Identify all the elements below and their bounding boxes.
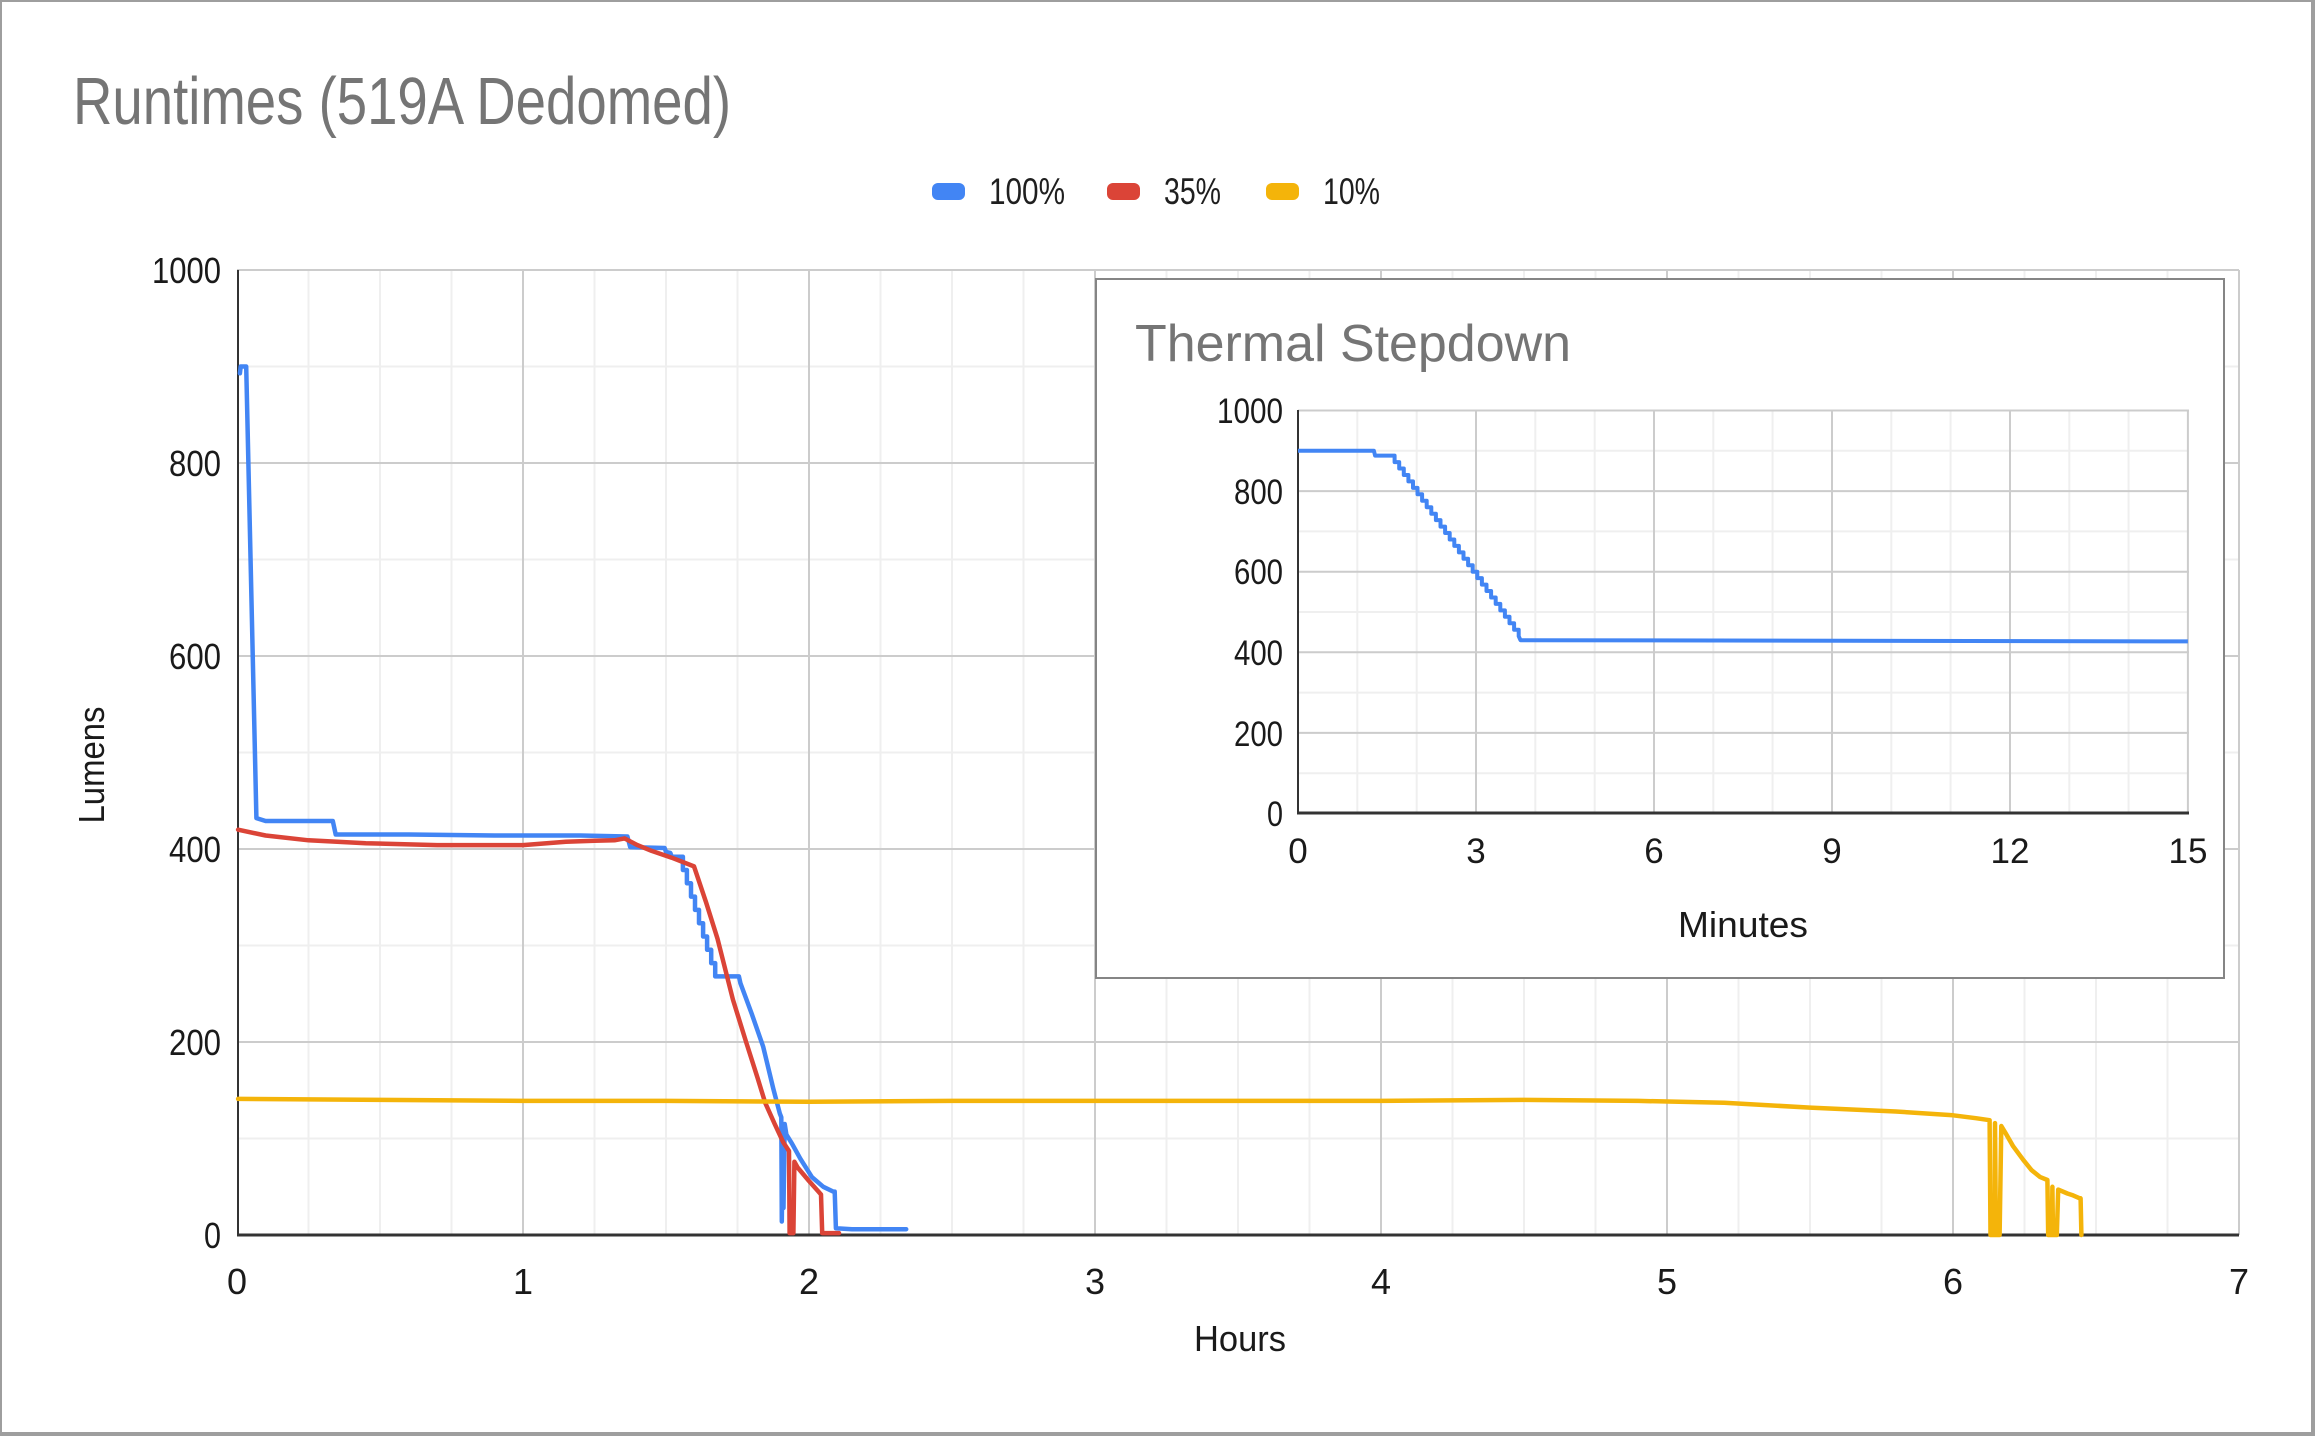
svg-text:12: 12 xyxy=(1991,832,2030,871)
svg-text:3: 3 xyxy=(1466,832,1485,871)
svg-text:400: 400 xyxy=(1234,634,1283,673)
svg-text:5: 5 xyxy=(1657,1261,1677,1302)
svg-text:0: 0 xyxy=(1288,832,1307,871)
svg-text:200: 200 xyxy=(1234,715,1283,754)
svg-text:600: 600 xyxy=(169,636,221,677)
svg-text:6: 6 xyxy=(1644,832,1663,871)
svg-text:Thermal Stepdown: Thermal Stepdown xyxy=(1135,315,1571,373)
svg-text:10%: 10% xyxy=(1323,171,1380,212)
svg-text:Lumens: Lumens xyxy=(71,707,112,824)
svg-text:15: 15 xyxy=(2169,832,2208,871)
svg-text:800: 800 xyxy=(1234,473,1283,512)
svg-text:Minutes: Minutes xyxy=(1678,904,1808,945)
svg-text:3: 3 xyxy=(1085,1261,1105,1302)
svg-text:600: 600 xyxy=(1234,553,1283,592)
svg-text:7: 7 xyxy=(2229,1261,2249,1302)
svg-text:0: 0 xyxy=(204,1215,221,1256)
svg-text:2: 2 xyxy=(799,1261,819,1302)
svg-text:1000: 1000 xyxy=(152,250,221,291)
svg-text:Hours: Hours xyxy=(1194,1318,1286,1359)
svg-text:200: 200 xyxy=(169,1022,221,1063)
svg-text:1: 1 xyxy=(513,1261,533,1302)
svg-text:9: 9 xyxy=(1822,832,1841,871)
svg-text:400: 400 xyxy=(169,829,221,870)
svg-text:35%: 35% xyxy=(1164,171,1221,212)
svg-text:Runtimes (519A Dedomed): Runtimes (519A Dedomed) xyxy=(73,64,731,139)
svg-text:100%: 100% xyxy=(989,171,1065,212)
svg-text:6: 6 xyxy=(1943,1261,1963,1302)
svg-text:1000: 1000 xyxy=(1217,392,1283,431)
svg-text:0: 0 xyxy=(227,1261,247,1302)
svg-text:0: 0 xyxy=(1267,795,1283,834)
svg-text:4: 4 xyxy=(1371,1261,1391,1302)
svg-text:800: 800 xyxy=(169,443,221,484)
